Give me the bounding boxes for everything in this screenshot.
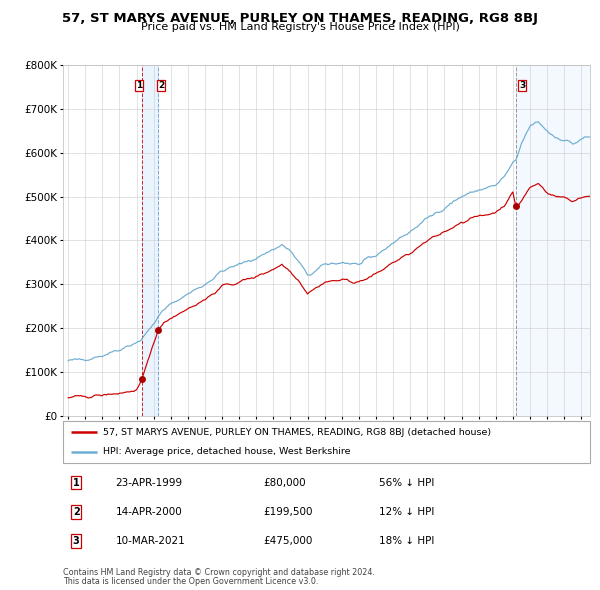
Text: 23-APR-1999: 23-APR-1999: [116, 477, 183, 487]
Text: Contains HM Land Registry data © Crown copyright and database right 2024.: Contains HM Land Registry data © Crown c…: [63, 568, 375, 576]
Text: 3: 3: [519, 81, 525, 90]
Text: 1: 1: [73, 477, 80, 487]
Text: £80,000: £80,000: [263, 477, 306, 487]
Text: 14-APR-2000: 14-APR-2000: [116, 507, 182, 517]
Text: 18% ↓ HPI: 18% ↓ HPI: [379, 536, 434, 546]
FancyBboxPatch shape: [63, 421, 590, 463]
Text: £475,000: £475,000: [263, 536, 313, 546]
Text: 3: 3: [73, 536, 80, 546]
Text: HPI: Average price, detached house, West Berkshire: HPI: Average price, detached house, West…: [103, 447, 350, 456]
Bar: [142, 65, 158, 416]
Text: 10-MAR-2021: 10-MAR-2021: [116, 536, 185, 546]
Bar: [516, 65, 600, 416]
Text: 12% ↓ HPI: 12% ↓ HPI: [379, 507, 434, 517]
Text: £199,500: £199,500: [263, 507, 313, 517]
Text: This data is licensed under the Open Government Licence v3.0.: This data is licensed under the Open Gov…: [63, 577, 319, 586]
Text: 2: 2: [73, 507, 80, 517]
Text: 57, ST MARYS AVENUE, PURLEY ON THAMES, READING, RG8 8BJ (detached house): 57, ST MARYS AVENUE, PURLEY ON THAMES, R…: [103, 428, 491, 437]
Text: 57, ST MARYS AVENUE, PURLEY ON THAMES, READING, RG8 8BJ: 57, ST MARYS AVENUE, PURLEY ON THAMES, R…: [62, 12, 538, 25]
Text: 1: 1: [136, 81, 142, 90]
Text: Price paid vs. HM Land Registry's House Price Index (HPI): Price paid vs. HM Land Registry's House …: [140, 22, 460, 32]
Text: 2: 2: [158, 81, 164, 90]
Text: 56% ↓ HPI: 56% ↓ HPI: [379, 477, 434, 487]
